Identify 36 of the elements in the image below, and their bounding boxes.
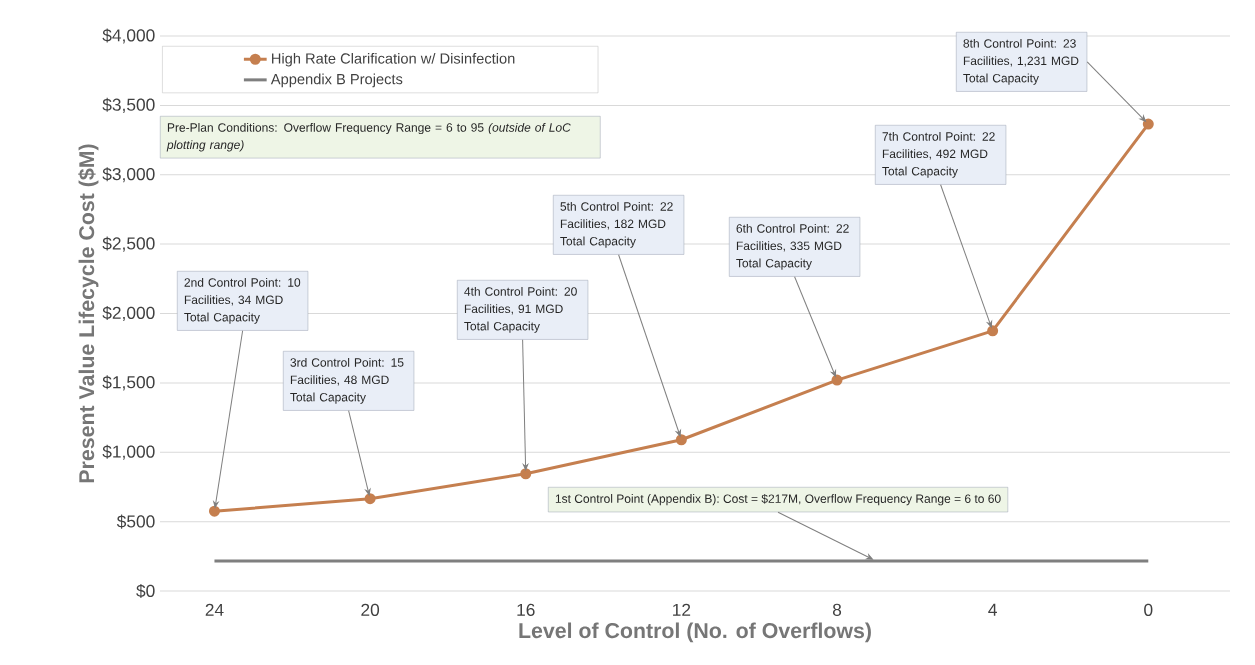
legend-label: Appendix B Projects — [270, 73, 403, 88]
y-tick-label: $3,000 — [102, 167, 155, 183]
point — [1142, 118, 1154, 130]
point — [520, 468, 532, 480]
x-tick-label: 24 — [205, 603, 224, 616]
x-tick-label: 20 — [361, 603, 380, 616]
annotation: 3rd Control Point: 15 Facilities, 48 MGD Total Capacity — [290, 357, 404, 404]
point — [831, 374, 843, 386]
legend-label: High Rate Clarification w/ Disinfection — [272, 52, 515, 67]
x-tick-label: 16 — [517, 603, 535, 616]
point — [675, 434, 687, 446]
y-tick-label: $1,500 — [102, 375, 155, 391]
point — [364, 493, 376, 505]
annotation: 6th Control Point: 22 Facilities, 335 MGD Total Capacity — [736, 223, 849, 270]
point — [208, 505, 220, 517]
x-tick-label: 12 — [673, 603, 691, 616]
annotation: 8th Control Point: 23 Facilities, 1,231 MGD Total Capacity — [963, 38, 1079, 85]
y-tick-label: $2,000 — [102, 305, 155, 322]
annotation: 1st Control Point (Appendix B): Cost = $217M, Overflow Frequency Range = 6 to 60 — [555, 493, 1001, 506]
annotation: 4th Control Point: 20 Facilities, 91 MGD Total Capacity — [464, 286, 577, 333]
annotation: 5th Control Point: 22 Facilities, 182 MGD Total Capacity — [560, 201, 673, 248]
annotation: 2nd Control Point: 10 Facilities, 34 MGD Total Capacity — [184, 277, 301, 324]
y-tick-label: $2,500 — [102, 236, 155, 252]
x-tick-label: 4 — [988, 603, 997, 616]
y-tick-label: $500 — [116, 514, 155, 529]
y-tick-label: $0 — [136, 583, 155, 599]
x-axis-title: Level of Control (No. of Overflows) — [519, 622, 871, 643]
y-axis-title: Present Value Lifecycle Cost ($M) — [78, 144, 99, 483]
annotation: 7th Control Point: 22 Facilities, 492 MGD Total Capacity — [882, 131, 995, 178]
y-tick-label: $4,000 — [102, 28, 155, 44]
y-tick-label: $3,500 — [102, 97, 155, 113]
y-tick-label: $1,000 — [102, 444, 155, 460]
x-tick-label: 0 — [1144, 603, 1153, 616]
x-tick-label: 8 — [832, 603, 842, 616]
text: Pre-Plan Conditions: Overflow Frequency Range = 6 to 95 (outside of LoC plotting range) — [166, 122, 571, 152]
point — [987, 325, 999, 337]
